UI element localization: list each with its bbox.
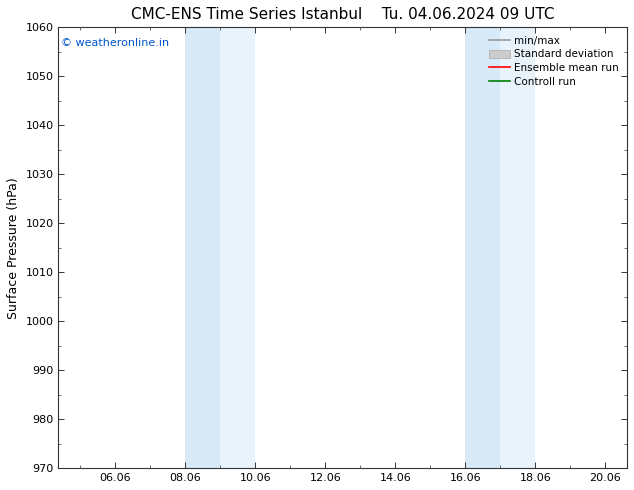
- Bar: [465, 27, 500, 468]
- Bar: [220, 27, 256, 468]
- Title: CMC-ENS Time Series Istanbul    Tu. 04.06.2024 09 UTC: CMC-ENS Time Series Istanbul Tu. 04.06.2…: [131, 7, 555, 22]
- Bar: [500, 27, 535, 468]
- Bar: [185, 27, 220, 468]
- Y-axis label: Surface Pressure (hPa): Surface Pressure (hPa): [7, 177, 20, 318]
- Text: © weatheronline.in: © weatheronline.in: [61, 38, 169, 49]
- Legend: min/max, Standard deviation, Ensemble mean run, Controll run: min/max, Standard deviation, Ensemble me…: [486, 32, 622, 90]
